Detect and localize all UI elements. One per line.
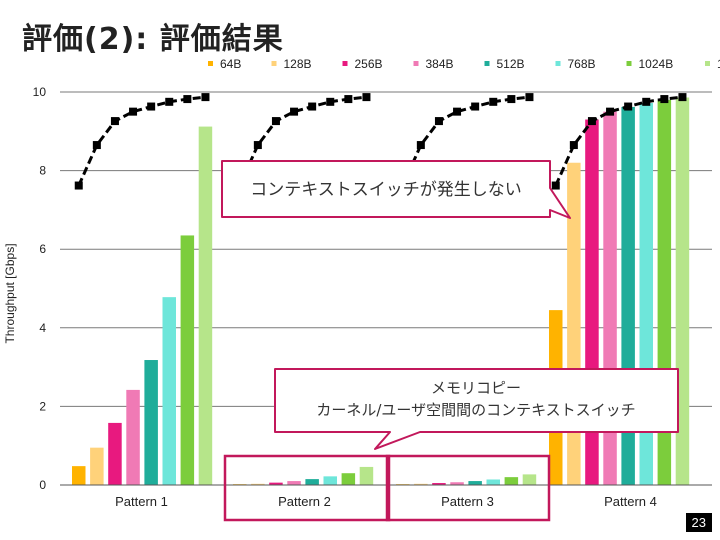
y-tick-label: 10 — [33, 85, 47, 99]
theoretical-marker — [92, 141, 101, 150]
theoretical-marker — [678, 93, 687, 102]
theoretical-marker — [147, 102, 156, 111]
theoretical-marker — [471, 102, 480, 111]
theoretical-marker — [344, 95, 353, 104]
bar-1024B-1 — [180, 235, 195, 485]
callout-no-context-switch-box — [221, 160, 571, 219]
theoretical-marker — [201, 93, 210, 102]
legend-swatch-1500B — [705, 61, 710, 66]
theoretical-marker — [129, 107, 138, 116]
theoretical-marker — [362, 93, 371, 102]
theoretical-marker — [606, 107, 615, 116]
x-category-label: Pattern 3 — [441, 494, 494, 509]
legend-label-512B: 512B — [497, 57, 525, 71]
theoretical-marker — [183, 95, 192, 104]
legend-label-64B: 64B — [220, 57, 241, 71]
theoretical-marker — [74, 181, 83, 190]
legend-swatch-384B — [413, 61, 419, 66]
theoretical-marker — [569, 141, 578, 150]
y-tick-label: 8 — [39, 164, 46, 178]
bar-1024B-3 — [504, 477, 519, 485]
bar-128B-3 — [414, 483, 428, 485]
callout-no-context-switch-text: コンテキストスイッチが発生しない — [250, 180, 522, 200]
x-category-label: Pattern 4 — [604, 494, 657, 509]
bar-256B-1 — [108, 422, 122, 485]
bar-256B-3 — [432, 483, 446, 485]
bar-1500B-2 — [359, 466, 374, 485]
bar-512B-3 — [468, 481, 482, 485]
callout-memory-copy-line: カーネル/ユーザ空間間のコンテキストスイッチ — [316, 401, 635, 419]
bar-384B-1 — [126, 389, 140, 485]
x-category-label: Pattern 2 — [278, 494, 331, 509]
y-axis-label: Throughput [Gbps] — [3, 243, 17, 343]
callout-memory-copy-box — [274, 368, 679, 450]
theoretical-marker — [660, 95, 669, 104]
legend-label-1500B: 1500B — [717, 57, 720, 71]
x-category-label: Pattern 1 — [115, 494, 168, 509]
legend-label-768B: 768B — [568, 57, 596, 71]
highlight-box-pattern-2 — [223, 454, 391, 522]
legend-swatch-256B — [342, 61, 348, 66]
bar-1500B-1 — [198, 126, 213, 486]
theoretical-marker — [253, 141, 262, 150]
theoretical-marker — [507, 95, 516, 104]
theoretical-marker — [489, 97, 498, 106]
bar-512B-2 — [305, 479, 319, 485]
bar-768B-1 — [162, 297, 176, 485]
bar-1500B-4 — [675, 97, 690, 485]
legend-swatch-768B — [555, 61, 561, 66]
legend-label-256B: 256B — [355, 57, 383, 71]
callout-memory-copy-text: メモリコピーカーネル/ユーザ空間間のコンテキストスイッチ — [316, 379, 635, 419]
legend-label-1024B: 1024B — [639, 57, 674, 71]
bar-64B-1 — [72, 466, 86, 485]
y-tick-label: 2 — [39, 399, 46, 413]
theoretical-marker — [551, 181, 560, 190]
slide-title: 評価(2): 評価結果 — [22, 22, 284, 57]
bar-384B-3 — [450, 482, 464, 485]
legend-swatch-1024B — [626, 61, 632, 66]
bar-1500B-3 — [522, 474, 537, 485]
theoretical-marker — [290, 107, 299, 116]
page-number: 23 — [685, 513, 712, 532]
callout-memory-copy-line: メモリコピー — [431, 379, 521, 397]
theoretical-marker — [587, 117, 596, 126]
y-tick-label: 6 — [39, 242, 46, 256]
y-tick-label: 4 — [39, 321, 46, 335]
bar-512B-1 — [144, 360, 158, 485]
bar-768B-2 — [323, 476, 337, 485]
legend-label-384B: 384B — [426, 57, 454, 71]
bar-1024B-2 — [341, 473, 356, 485]
theoretical-marker — [271, 117, 280, 126]
bar-256B-2 — [269, 482, 283, 485]
theoretical-marker — [110, 117, 119, 126]
bar-128B-4 — [567, 162, 581, 486]
legend-label-128B: 128B — [284, 57, 312, 71]
legend-swatch-128B — [271, 61, 277, 66]
y-tick-label: 0 — [39, 478, 46, 492]
highlight-box-pattern-3 — [385, 454, 551, 522]
theoretical-marker — [165, 97, 174, 106]
theoretical-marker — [642, 97, 651, 106]
legend-swatch-64B — [208, 61, 213, 66]
theoretical-marker — [453, 107, 462, 116]
bar-128B-2 — [251, 483, 265, 485]
legend-swatch-512B — [484, 61, 490, 66]
theoretical-marker — [308, 102, 317, 111]
theoretical-marker — [525, 93, 534, 102]
bar-768B-3 — [486, 479, 500, 485]
bar-128B-1 — [90, 447, 104, 485]
theoretical-marker — [434, 117, 443, 126]
theoretical-marker — [416, 141, 425, 150]
theoretical-marker — [326, 97, 335, 106]
bar-384B-2 — [287, 481, 301, 485]
theoretical-marker — [624, 102, 633, 111]
